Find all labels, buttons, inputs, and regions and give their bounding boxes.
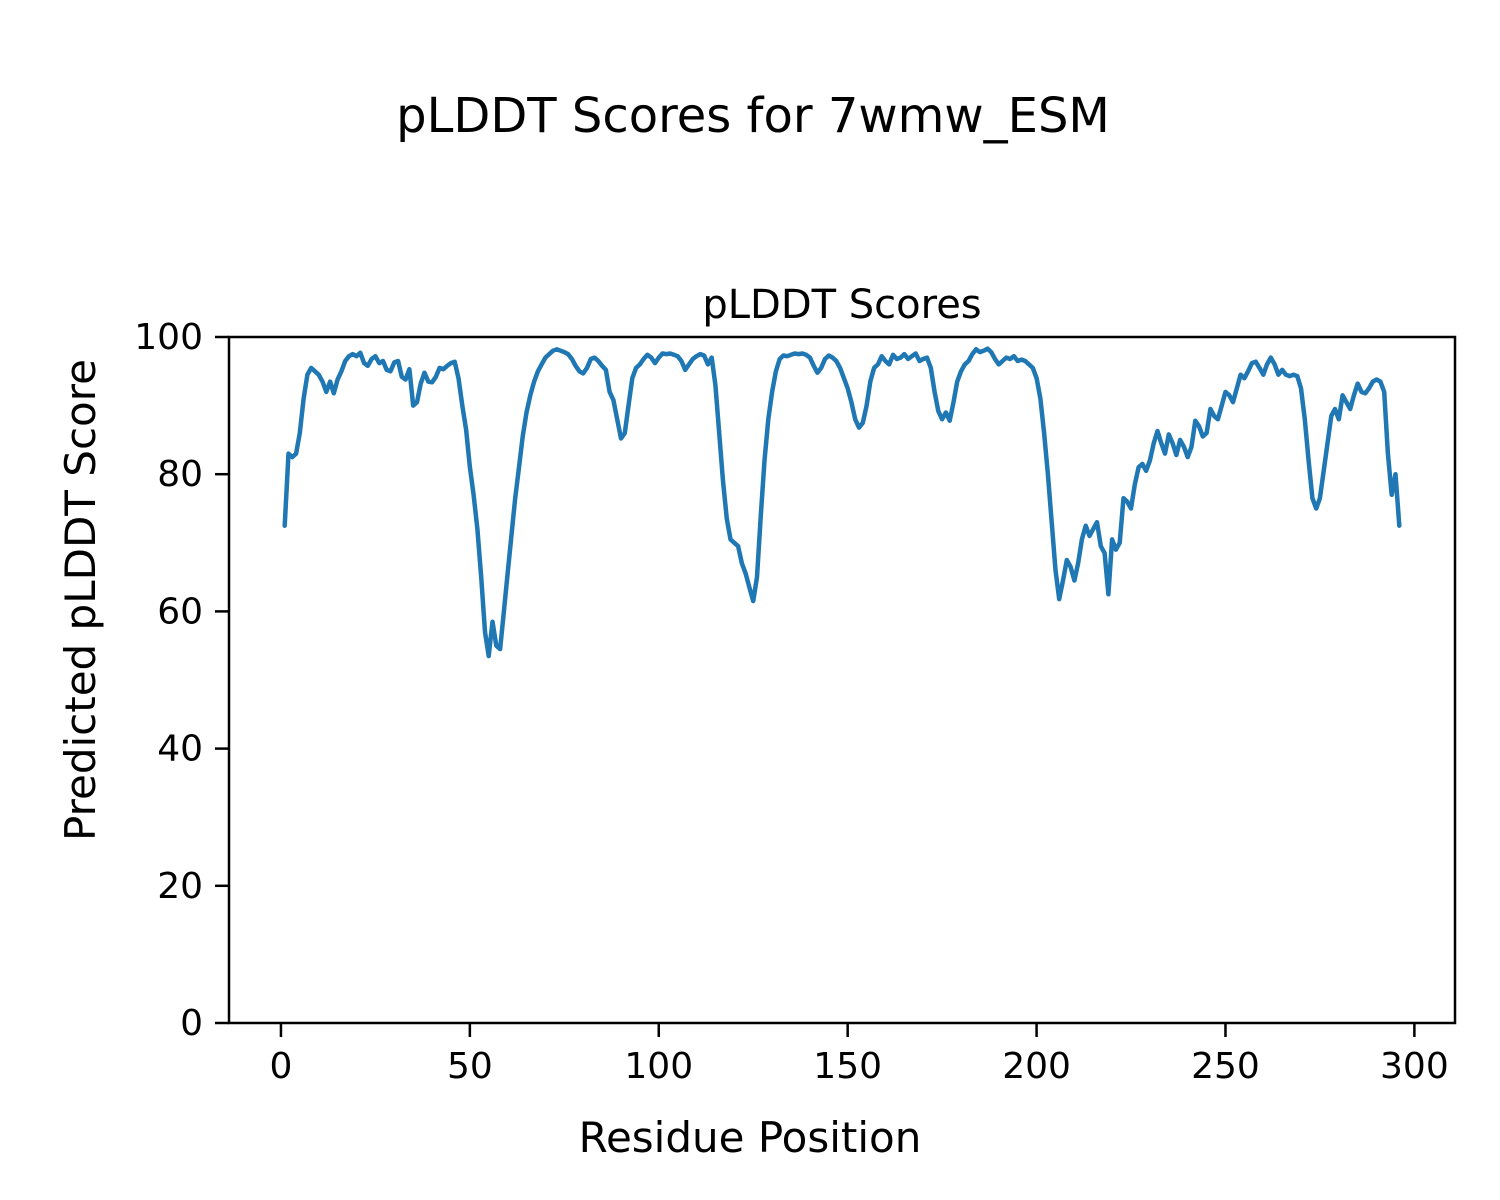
y-tick-label: 0 [180, 1003, 203, 1044]
figure-title: pLDDT Scores for 7wmw_ESM [396, 88, 1110, 144]
x-tick-label: 100 [624, 1046, 693, 1087]
x-axis-ticks: 0 50 100 150 200 250 300 [269, 1023, 1449, 1087]
y-tick-label: 20 [157, 866, 203, 907]
y-tick-label: 100 [134, 317, 203, 358]
x-tick-label: 250 [1191, 1046, 1260, 1087]
x-tick-label: 300 [1380, 1046, 1449, 1087]
y-axis-label: Predicted pLDDT Score [56, 359, 105, 841]
x-tick-label: 200 [1002, 1046, 1071, 1087]
x-tick-label: 50 [447, 1046, 493, 1087]
y-tick-label: 80 [157, 454, 203, 495]
data-lines [282, 346, 1402, 659]
y-tick-label: 40 [157, 729, 203, 770]
axes-title: pLDDT Scores [702, 282, 981, 328]
x-tick-label: 0 [269, 1046, 292, 1087]
plot-area [227, 335, 1457, 1025]
plddt-line [282, 346, 1402, 659]
x-axis-label: Residue Position [579, 1113, 922, 1162]
x-tick-label: 150 [813, 1046, 882, 1087]
y-axis-ticks: 0 20 40 60 80 100 [134, 317, 229, 1044]
y-tick-label: 60 [157, 591, 203, 632]
